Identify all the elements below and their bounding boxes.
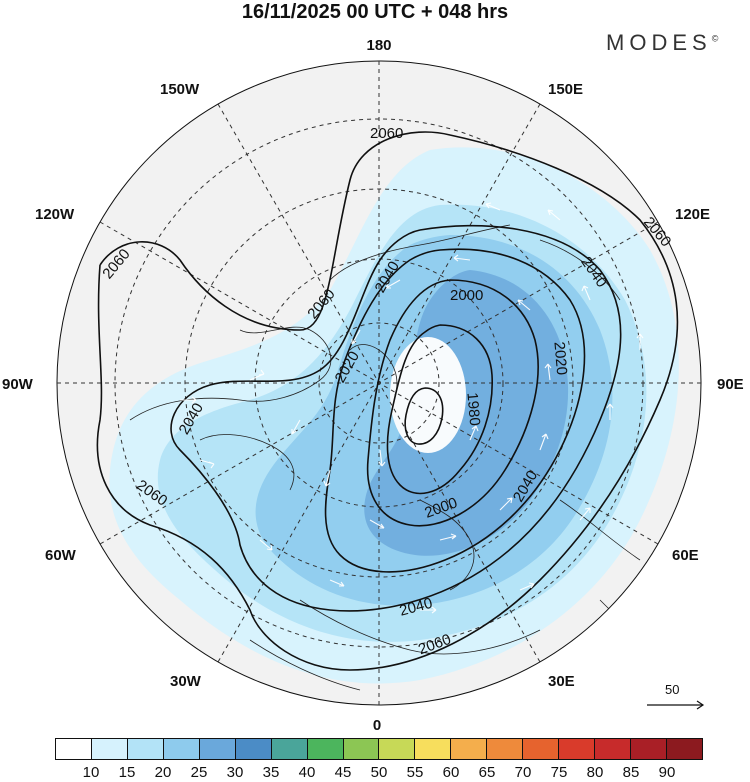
meridians — [57, 61, 701, 705]
contour-label: 2000 — [450, 287, 483, 304]
colorbar-tick-label: 45 — [334, 764, 352, 781]
colorbar-swatch — [523, 739, 560, 759]
colorbar-tick-label: 55 — [406, 764, 424, 781]
contour-1980 — [386, 324, 494, 495]
modes-logo: MODES© — [606, 30, 718, 56]
colorbar-swatch — [307, 739, 344, 759]
lon-label-0: 0 — [373, 717, 381, 734]
contour-2000 — [366, 279, 539, 527]
lon-label-150e: 150E — [548, 81, 583, 98]
contour-label: 2060 — [370, 125, 403, 142]
calm-center — [390, 337, 466, 453]
lon-label-150w: 150W — [160, 81, 200, 98]
wind-shading-core — [364, 270, 569, 556]
colorbar-swatch — [271, 739, 308, 759]
lon-label-90e: 90E — [717, 376, 744, 393]
colorbar-tick-label: 35 — [262, 764, 280, 781]
contour-label: 1980 — [463, 392, 483, 427]
arrow-right-icon — [647, 700, 705, 710]
colorbar-tick-label: 70 — [514, 764, 532, 781]
contour-2060-outer — [96, 131, 679, 671]
wind-vectors — [180, 202, 644, 614]
contour-2040 — [170, 224, 622, 612]
colorbar-swatch — [235, 739, 272, 759]
colorbar-swatch — [379, 739, 416, 759]
colorbar-swatch — [163, 739, 200, 759]
colorbar-tick-label: 25 — [190, 764, 208, 781]
colorbar-tick-label: 75 — [550, 764, 568, 781]
colorbar-tick-label: 15 — [118, 764, 136, 781]
lon-label-60e: 60E — [672, 547, 699, 564]
colorbar-tick-label: 30 — [226, 764, 244, 781]
lon-label-180: 180 — [366, 37, 391, 54]
contour-2020 — [324, 248, 586, 573]
lon-label-60w: 60W — [45, 547, 77, 564]
colorbar-swatch — [487, 739, 524, 759]
lon-label-90w: 90W — [2, 376, 34, 393]
brand-text: MODES — [606, 30, 712, 55]
map-title: 16/11/2025 00 UTC + 048 hrs — [241, 1, 509, 23]
contour-label: 2020 — [550, 341, 570, 376]
colorbar-swatch — [451, 739, 488, 759]
longitude-labels: 180 0 90W 90E 150W 120W 150E 120E 60W 30… — [2, 37, 744, 734]
colorbar-tick-label: 40 — [298, 764, 316, 781]
colorbar-swatch — [56, 739, 92, 759]
lon-label-30w: 30W — [170, 673, 202, 690]
colorbar-swatch — [91, 739, 128, 759]
colorbar-tick-label: 20 — [154, 764, 172, 781]
colorbar-swatch — [343, 739, 380, 759]
colorbar-swatch — [415, 739, 452, 759]
colorbar-tick-label: 10 — [82, 764, 100, 781]
colorbar — [55, 738, 703, 760]
vector-key-label: 50 — [665, 682, 680, 697]
colorbar-swatch — [127, 739, 164, 759]
colorbar-tick-label: 60 — [442, 764, 460, 781]
colorbar-swatch — [595, 739, 631, 759]
colorbar-tick-label: 65 — [478, 764, 496, 781]
colorbar-labels: 10 15 20 25 30 35 40 45 50 55 60 65 70 75 80 85 90 — [55, 764, 703, 782]
copyright-mark: © — [711, 33, 719, 44]
colorbar-swatch — [666, 739, 702, 759]
lon-label-120w: 120W — [35, 206, 75, 223]
contour-1960 — [404, 387, 444, 445]
colorbar-tick-label: 80 — [586, 764, 604, 781]
colorbar-tick-label: 50 — [370, 764, 388, 781]
colorbar-tick-label: 85 — [622, 764, 640, 781]
colorbar-swatch — [199, 739, 236, 759]
colorbar-tick-label: 90 — [658, 764, 676, 781]
geopotential-contours — [96, 131, 679, 671]
lon-label-30e: 30E — [548, 673, 575, 690]
colorbar-swatch — [631, 739, 667, 759]
colorbar-swatch — [559, 739, 596, 759]
lon-label-120e: 120E — [675, 206, 710, 223]
